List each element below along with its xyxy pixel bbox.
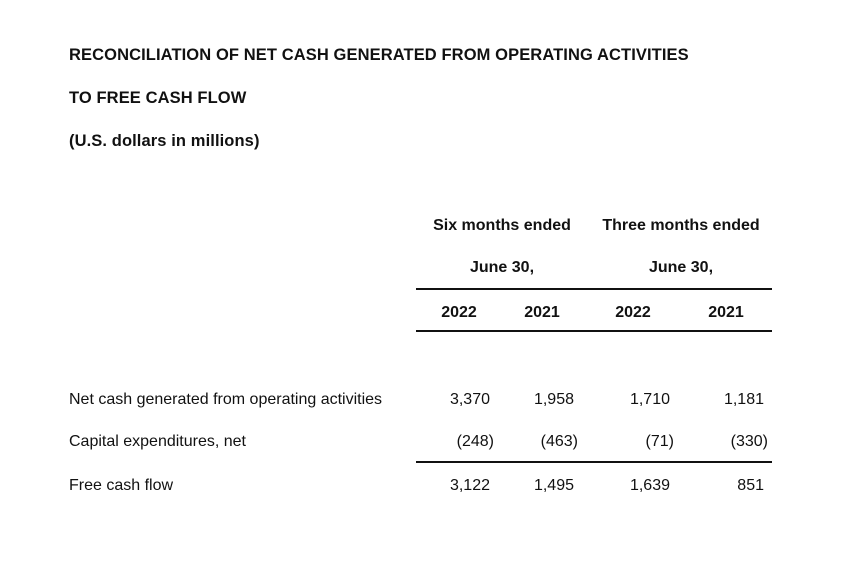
- cell-capex-six-2021: (463): [540, 433, 578, 450]
- cell-operating-six-2021: 1,958: [533, 391, 574, 408]
- header-rule-top: [416, 288, 772, 290]
- cell-fcf-six-2022: 3,122: [449, 477, 490, 494]
- total-rule: [416, 461, 772, 463]
- cell-operating-three-2022: 1,710: [629, 391, 670, 408]
- row-label-operating-cash: Net cash generated from operating activi…: [69, 391, 383, 408]
- cell-capex-six-2022: (248): [456, 433, 494, 450]
- units-note: (U.S. dollars in millions): [69, 132, 260, 150]
- header-six-months-date: June 30,: [469, 259, 535, 276]
- header-six-months: Six months ended: [433, 217, 571, 234]
- row-label-capex: Capital expenditures, net: [69, 433, 246, 450]
- year-2022-six: 2022: [441, 304, 477, 321]
- cell-fcf-three-2022: 1,639: [629, 477, 670, 494]
- cell-operating-three-2021: 1,181: [723, 391, 764, 408]
- cell-fcf-three-2021: 851: [737, 477, 764, 494]
- year-2021-three: 2021: [708, 304, 744, 321]
- report-title-line-1: RECONCILIATION OF NET CASH GENERATED FRO…: [69, 46, 689, 64]
- cell-capex-three-2022: (71): [645, 433, 674, 450]
- header-three-months-date: June 30,: [648, 259, 714, 276]
- row-label-free-cash-flow: Free cash flow: [69, 477, 174, 494]
- year-2021-six: 2021: [524, 304, 560, 321]
- cell-fcf-six-2021: 1,495: [533, 477, 574, 494]
- cell-capex-three-2021: (330): [730, 433, 768, 450]
- header-rule-bottom: [416, 330, 772, 332]
- report-title-line-2: TO FREE CASH FLOW: [69, 89, 247, 107]
- header-three-months: Three months ended: [602, 217, 760, 234]
- year-2022-three: 2022: [615, 304, 651, 321]
- cell-operating-six-2022: 3,370: [449, 391, 490, 408]
